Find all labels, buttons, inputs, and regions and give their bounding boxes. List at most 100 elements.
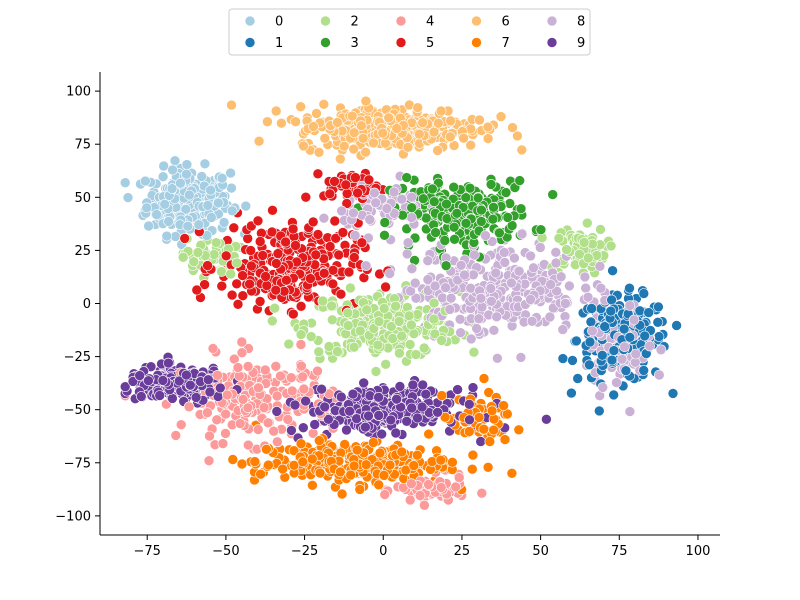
scatter-point-1 <box>584 336 596 348</box>
scatter-point-4 <box>404 494 416 506</box>
scatter-point-5 <box>287 223 299 235</box>
scatter-point-9 <box>541 413 552 425</box>
scatter-point-6 <box>444 131 456 143</box>
scatter-point-7 <box>351 444 363 456</box>
scatter-point-9 <box>373 391 384 403</box>
scatter-point-9 <box>407 379 419 391</box>
scatter-point-5 <box>335 288 347 300</box>
scatter-point-6 <box>482 133 494 144</box>
scatter-point-5 <box>272 248 284 259</box>
scatter-point-7 <box>426 456 438 467</box>
scatter-point-7 <box>478 373 490 384</box>
scatter-point-9 <box>385 414 397 426</box>
scatter-point-4 <box>252 424 264 435</box>
legend-marker <box>320 15 331 27</box>
legend-label: 2 <box>351 15 359 30</box>
scatter-point-8 <box>499 257 511 268</box>
scatter-point-8 <box>349 230 361 241</box>
scatter-point-9 <box>416 401 428 413</box>
scatter-point-2 <box>605 240 617 252</box>
scatter-point-4 <box>242 361 254 372</box>
scatter-point-9 <box>127 376 139 387</box>
scatter-point-8 <box>422 255 434 267</box>
scatter-point-5 <box>244 278 255 290</box>
scatter-point-5 <box>337 227 349 238</box>
scatter-point-8 <box>595 282 607 294</box>
scatter-point-6 <box>402 142 414 153</box>
scatter-point-5 <box>226 289 238 301</box>
scatter-point-3 <box>515 203 527 214</box>
scatter-point-0 <box>157 171 169 182</box>
scatter-point-0 <box>163 216 174 227</box>
scatter-point-2 <box>305 331 317 342</box>
scatter-point-7 <box>411 449 423 461</box>
scatter-point-7 <box>277 463 289 475</box>
scatter-point-8 <box>525 294 536 305</box>
scatter-point-5 <box>307 216 319 228</box>
scatter-point-8 <box>485 283 497 294</box>
scatter-point-1 <box>667 388 679 399</box>
scatter-point-5 <box>270 284 282 296</box>
scatter-point-8 <box>490 267 502 279</box>
axes: −75 −50 −25 0 25 50 75 100 −100 −75 −50 −25 0 25 50 75 1… <box>55 72 720 559</box>
scatter-point-5 <box>295 300 307 312</box>
scatter-point-0 <box>143 220 154 232</box>
scatter-point-8 <box>560 298 571 309</box>
scatter-point-6 <box>512 130 523 142</box>
legend-item-3: 3 <box>320 36 359 51</box>
scatter-point-5 <box>232 298 244 310</box>
scatter-point-6 <box>318 99 330 110</box>
scatter-point-5 <box>348 252 360 263</box>
scatter-point-8 <box>405 285 416 297</box>
scatter-point-7 <box>360 459 372 471</box>
legend-label: 5 <box>426 36 434 51</box>
scatter-point-8 <box>406 191 417 203</box>
scatter-point-2 <box>581 217 593 229</box>
scatter-point-7 <box>236 458 248 470</box>
scatter-point-7 <box>396 446 408 458</box>
scatter-point-8 <box>491 311 503 323</box>
scatter-point-8 <box>440 282 451 294</box>
scatter-point-1 <box>671 320 682 331</box>
scatter-point-9 <box>420 388 432 400</box>
scatter-point-3 <box>401 172 413 183</box>
scatter-point-9 <box>344 405 355 417</box>
scatter-point-8 <box>624 300 636 311</box>
scatter-point-6 <box>507 122 518 133</box>
scatter-point-2 <box>380 358 392 370</box>
y-tick-label: −50 <box>64 403 91 418</box>
scatter-point-4 <box>211 414 223 426</box>
scatter-point-9 <box>364 390 376 402</box>
scatter-point-8 <box>525 250 536 262</box>
scatter-point-8 <box>506 277 517 289</box>
scatter-point-8 <box>445 292 457 304</box>
scatter-point-2 <box>561 244 572 255</box>
scatter-point-2 <box>348 341 360 353</box>
scatter-point-4 <box>275 370 286 382</box>
scatter-point-0 <box>181 159 193 170</box>
scatter-point-5 <box>329 215 341 227</box>
scatter-point-8 <box>653 369 665 381</box>
scatter-point-7 <box>482 461 494 473</box>
scatter-point-8 <box>476 301 488 313</box>
scatter-point-7 <box>255 468 266 480</box>
scatter-point-8 <box>396 193 408 205</box>
legend-item-0: 0 <box>244 15 283 30</box>
scatter-point-8 <box>555 271 567 283</box>
scatter-point-5 <box>333 249 345 261</box>
scatter-point-5 <box>228 222 240 234</box>
scatter-point-6 <box>270 105 282 117</box>
scatter-point-7 <box>435 454 447 466</box>
scatter-point-6 <box>338 140 350 152</box>
scatter-point-2 <box>393 316 405 327</box>
scatter-point-8 <box>364 214 376 225</box>
scatter-point-5 <box>300 191 312 203</box>
scatter-point-6 <box>253 135 265 147</box>
scatter-point-7 <box>447 456 458 468</box>
scatter-point-3 <box>547 189 559 200</box>
scatter-point-4 <box>220 408 231 420</box>
scatter-point-3 <box>506 220 518 231</box>
scatter-point-0 <box>119 177 131 188</box>
legend-item-1: 1 <box>244 36 283 51</box>
scatter-point-2 <box>216 266 227 277</box>
